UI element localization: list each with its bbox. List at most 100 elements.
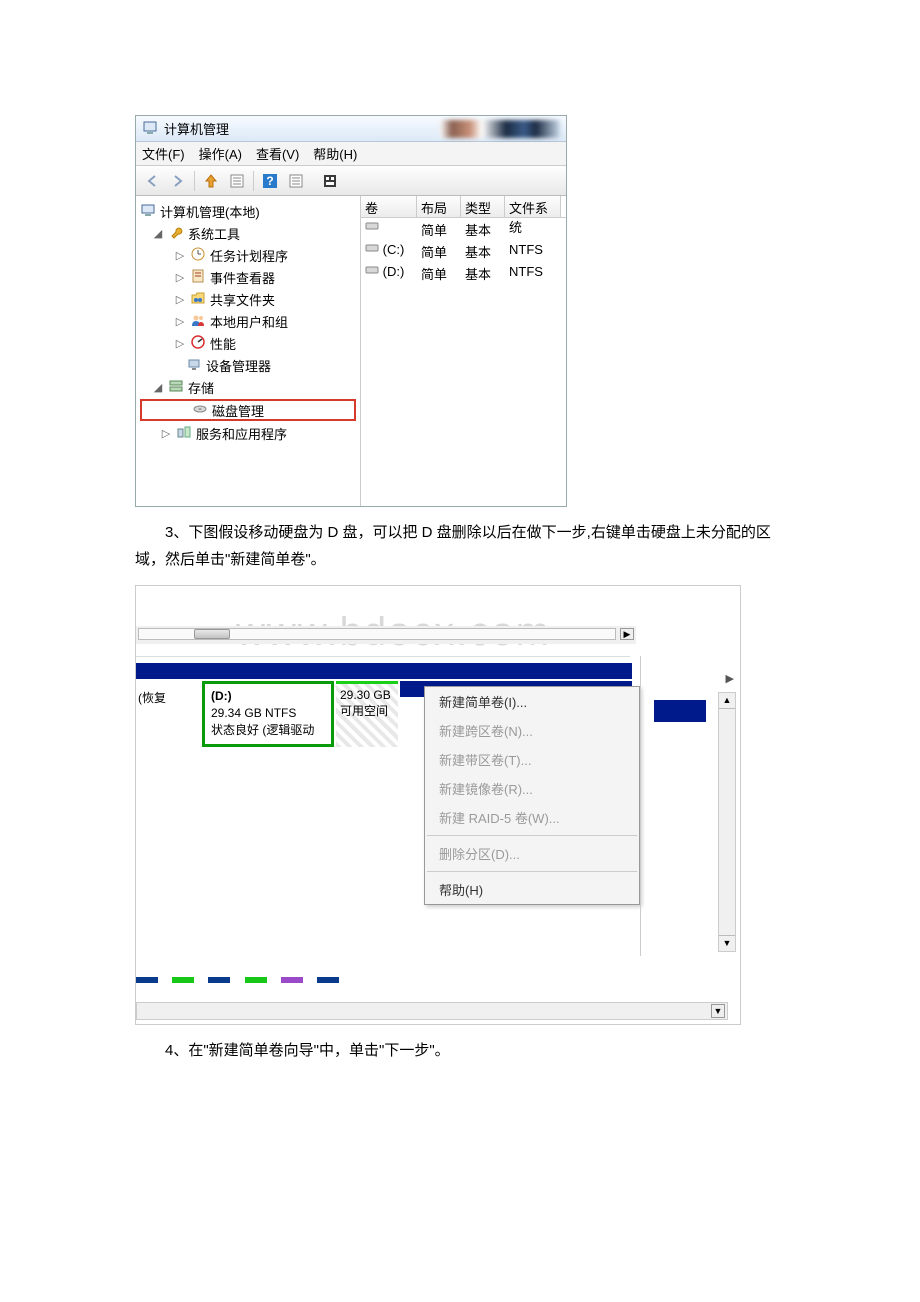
- menu-help[interactable]: 帮助(H): [313, 144, 357, 163]
- tree-perf-label: 性能: [210, 334, 236, 353]
- menu-action[interactable]: 操作(A): [199, 144, 242, 163]
- tree-devmgr[interactable]: 设备管理器: [136, 354, 360, 376]
- tree-root[interactable]: 计算机管理(本地): [136, 200, 360, 222]
- list-header: 卷 布局 类型 文件系统: [361, 196, 566, 218]
- h-scrollbar[interactable]: ▶: [136, 626, 636, 644]
- tree-diskmgmt[interactable]: 磁盘管理: [140, 399, 356, 421]
- computer-management-window: 计算机管理 文件(F) 操作(A) 查看(V) 帮助(H) ? 计算机管理(本地…: [135, 115, 567, 507]
- drive-icon: [365, 220, 379, 235]
- expand-icon[interactable]: ▷: [174, 315, 186, 328]
- list-row[interactable]: (C:) 简单 基本 NTFS: [361, 240, 566, 262]
- hdr-layout[interactable]: 布局: [417, 196, 461, 217]
- menu-delete-partition[interactable]: 删除分区(D)...: [425, 839, 639, 868]
- tree-services-label: 服务和应用程序: [196, 424, 287, 443]
- dash: [208, 977, 230, 983]
- folder-shared-icon: [190, 290, 206, 309]
- right-arrow-icon[interactable]: ▶: [726, 672, 734, 685]
- paragraph-4: 4、在"新建简单卷向导"中，单击"下一步"。: [135, 1037, 785, 1064]
- disk-header-bar: [136, 663, 632, 679]
- tree-tasksched-label: 任务计划程序: [210, 246, 288, 265]
- tree-perf[interactable]: ▷ 性能: [136, 332, 360, 354]
- tree-storage-label: 存储: [188, 378, 214, 397]
- right-blue-strip: [654, 700, 706, 722]
- menubar: 文件(F) 操作(A) 查看(V) 帮助(H): [136, 142, 566, 166]
- services-icon: [176, 424, 192, 443]
- partition-recovery[interactable]: (恢复: [136, 685, 202, 743]
- expand-icon[interactable]: ◢: [152, 227, 164, 240]
- perf-icon: [190, 334, 206, 353]
- up-button[interactable]: [199, 169, 223, 193]
- tree-diskmgmt-label: 磁盘管理: [212, 401, 264, 420]
- right-panel: ▶ ▲▼: [640, 656, 740, 956]
- list-row[interactable]: (D:) 简单 基本 NTFS: [361, 262, 566, 284]
- partition-d-label: (D:): [211, 688, 325, 705]
- tree-shared[interactable]: ▷ 共享文件夹: [136, 288, 360, 310]
- menu-new-spanned-volume[interactable]: 新建跨区卷(N)...: [425, 716, 639, 745]
- tree-tasksched[interactable]: ▷ 任务计划程序: [136, 244, 360, 266]
- help-button[interactable]: ?: [258, 169, 282, 193]
- list-button[interactable]: [284, 169, 308, 193]
- expand-icon[interactable]: ▷: [174, 271, 186, 284]
- menu-new-raid5-volume[interactable]: 新建 RAID-5 卷(W)...: [425, 803, 639, 832]
- disk-partition-screenshot: www.bdocx.com ▶ (恢复 (D:) 29.34 GB NTFS 状…: [135, 585, 741, 1025]
- dash: [281, 977, 303, 983]
- bottom-scrollbar[interactable]: ▼: [136, 1002, 728, 1020]
- partition-free-label: 可用空间: [340, 702, 394, 719]
- expand-icon[interactable]: ◢: [152, 381, 164, 394]
- wrench-icon: [168, 224, 184, 243]
- menu-file[interactable]: 文件(F): [142, 144, 185, 163]
- body: 计算机管理(本地) ◢ 系统工具 ▷ 任务计划程序 ▷ 事件查看器 ▷ 共享文件…: [136, 196, 566, 506]
- hdr-volume[interactable]: 卷: [361, 196, 417, 217]
- properties-button[interactable]: [225, 169, 249, 193]
- expand-icon[interactable]: ▷: [174, 293, 186, 306]
- partition-d-status: 状态良好 (逻辑驱动: [211, 722, 325, 739]
- context-menu: 新建简单卷(I)... 新建跨区卷(N)... 新建带区卷(T)... 新建镜像…: [424, 686, 640, 905]
- dash: [245, 977, 267, 983]
- tree-storage[interactable]: ◢ 存储: [136, 376, 360, 398]
- menu-separator: [427, 871, 637, 872]
- partition-d[interactable]: (D:) 29.34 GB NTFS 状态良好 (逻辑驱动: [202, 681, 334, 747]
- dash: [172, 977, 194, 983]
- hdr-fs[interactable]: 文件系统: [505, 196, 561, 217]
- paragraph-3: 3、下图假设移动硬盘为 D 盘，可以把 D 盘删除以后在做下一步,右键单击硬盘上…: [135, 519, 785, 573]
- menu-separator: [427, 835, 637, 836]
- toolbar: ?: [136, 166, 566, 196]
- expand-icon[interactable]: ▷: [160, 427, 172, 440]
- users-icon: [190, 312, 206, 331]
- drive-icon: [365, 264, 379, 279]
- volume-list: 卷 布局 类型 文件系统 简单 基本 (C:) 简单 基本 NTFS (D:) …: [361, 196, 566, 506]
- tree-services[interactable]: ▷ 服务和应用程序: [136, 422, 360, 444]
- app-icon: [142, 119, 158, 139]
- tree-root-label: 计算机管理(本地): [160, 202, 260, 221]
- list-row[interactable]: 简单 基本: [361, 218, 566, 240]
- storage-icon: [168, 378, 184, 397]
- nav-forward-button[interactable]: [166, 169, 190, 193]
- extra-button[interactable]: [318, 169, 342, 193]
- partition-d-size: 29.34 GB NTFS: [211, 705, 325, 722]
- tree-eventviewer[interactable]: ▷ 事件查看器: [136, 266, 360, 288]
- expand-icon[interactable]: ▷: [174, 337, 186, 350]
- window-title: 计算机管理: [164, 119, 229, 138]
- hdr-type[interactable]: 类型: [461, 196, 505, 217]
- partition-free-size: 29.30 GB: [340, 688, 394, 702]
- partition-free[interactable]: 29.30 GB 可用空间: [336, 681, 398, 747]
- menu-new-striped-volume[interactable]: 新建带区卷(T)...: [425, 745, 639, 774]
- clock-icon: [190, 246, 206, 265]
- menu-view[interactable]: 查看(V): [256, 144, 299, 163]
- tree-localusers[interactable]: ▷ 本地用户和组: [136, 310, 360, 332]
- tree-eventviewer-label: 事件查看器: [210, 268, 275, 287]
- menu-help[interactable]: 帮助(H): [425, 875, 639, 904]
- drive-icon: [365, 242, 379, 257]
- disk-icon: [192, 401, 208, 420]
- menu-new-mirror-volume[interactable]: 新建镜像卷(R)...: [425, 774, 639, 803]
- event-icon: [190, 268, 206, 287]
- tree-devmgr-label: 设备管理器: [206, 356, 271, 375]
- menu-new-simple-volume[interactable]: 新建简单卷(I)...: [425, 687, 639, 716]
- titlebar-blur: [440, 120, 560, 138]
- tree-systools[interactable]: ◢ 系统工具: [136, 222, 360, 244]
- tree-systools-label: 系统工具: [188, 224, 240, 243]
- tree-shared-label: 共享文件夹: [210, 290, 275, 309]
- nav-back-button[interactable]: [140, 169, 164, 193]
- expand-icon[interactable]: ▷: [174, 249, 186, 262]
- v-scrollbar[interactable]: ▲▼: [718, 692, 736, 952]
